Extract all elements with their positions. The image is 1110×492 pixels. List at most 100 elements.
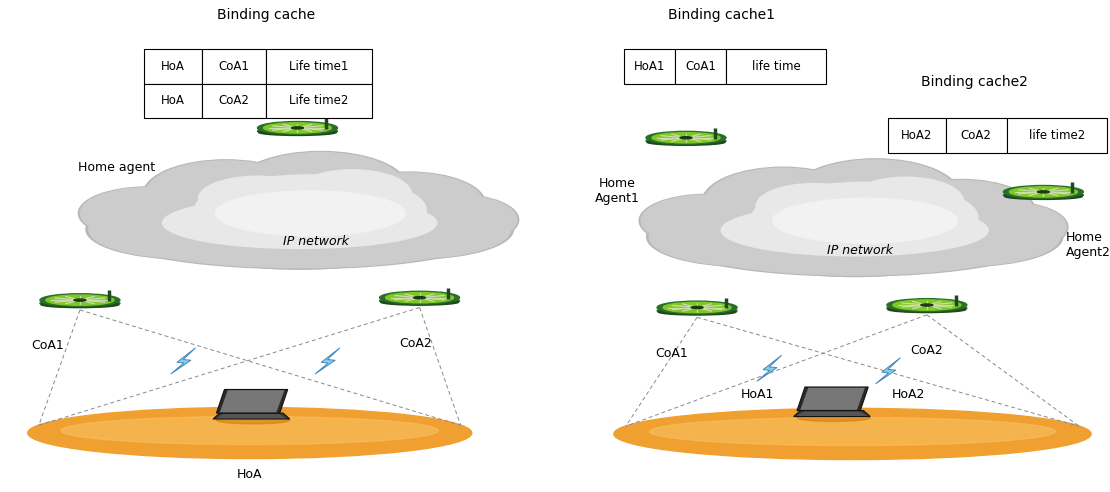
Ellipse shape xyxy=(28,407,472,459)
Ellipse shape xyxy=(199,176,316,221)
Bar xyxy=(1007,118,1107,153)
Ellipse shape xyxy=(663,303,731,312)
Ellipse shape xyxy=(85,200,282,259)
Ellipse shape xyxy=(142,165,458,268)
Bar xyxy=(266,84,372,118)
Ellipse shape xyxy=(670,205,1040,275)
Ellipse shape xyxy=(236,153,405,223)
Ellipse shape xyxy=(80,187,215,239)
Ellipse shape xyxy=(888,180,1036,243)
Text: Home
Agent1: Home Agent1 xyxy=(595,177,639,205)
Ellipse shape xyxy=(614,408,1091,460)
Ellipse shape xyxy=(145,161,306,227)
Text: Home
Agent2: Home Agent2 xyxy=(1066,231,1110,259)
Ellipse shape xyxy=(143,160,309,228)
Ellipse shape xyxy=(335,173,483,234)
Ellipse shape xyxy=(333,172,485,235)
Ellipse shape xyxy=(649,417,1056,446)
Bar xyxy=(202,84,266,118)
Ellipse shape xyxy=(652,133,720,143)
Ellipse shape xyxy=(793,160,957,230)
Ellipse shape xyxy=(215,191,405,236)
Polygon shape xyxy=(797,411,867,416)
Ellipse shape xyxy=(753,182,978,253)
Ellipse shape xyxy=(79,187,218,240)
Ellipse shape xyxy=(61,416,438,445)
Text: CoA1: CoA1 xyxy=(655,347,688,360)
Ellipse shape xyxy=(41,302,119,308)
Ellipse shape xyxy=(40,294,120,307)
Ellipse shape xyxy=(722,205,988,256)
Ellipse shape xyxy=(700,173,1009,275)
Polygon shape xyxy=(216,414,286,418)
Text: HoA2: HoA2 xyxy=(891,388,925,401)
Text: HoA: HoA xyxy=(161,94,185,107)
Bar xyxy=(144,49,202,84)
Polygon shape xyxy=(171,348,195,374)
Ellipse shape xyxy=(756,184,871,228)
Ellipse shape xyxy=(949,202,1068,252)
Bar xyxy=(266,49,372,84)
Polygon shape xyxy=(213,413,290,419)
Text: HoA1: HoA1 xyxy=(634,60,665,73)
Ellipse shape xyxy=(1003,185,1083,198)
Ellipse shape xyxy=(649,208,835,265)
Ellipse shape xyxy=(887,299,967,311)
Text: HoA: HoA xyxy=(161,60,185,73)
Bar xyxy=(144,84,202,118)
Ellipse shape xyxy=(380,291,460,304)
Ellipse shape xyxy=(892,300,961,310)
Polygon shape xyxy=(797,387,868,411)
Bar xyxy=(888,118,946,153)
Bar xyxy=(624,49,675,84)
Ellipse shape xyxy=(680,137,692,139)
Polygon shape xyxy=(315,348,340,374)
Text: CoA1: CoA1 xyxy=(31,339,64,352)
Ellipse shape xyxy=(1005,193,1082,199)
Ellipse shape xyxy=(921,304,932,306)
Ellipse shape xyxy=(703,167,864,236)
Text: life time: life time xyxy=(751,60,800,73)
Text: Binding cache: Binding cache xyxy=(218,8,315,22)
Ellipse shape xyxy=(321,201,511,258)
Ellipse shape xyxy=(263,123,332,133)
Text: Home agent: Home agent xyxy=(78,161,154,174)
Ellipse shape xyxy=(889,181,1033,242)
Ellipse shape xyxy=(658,309,736,315)
Ellipse shape xyxy=(163,197,437,248)
Text: Binding cache1: Binding cache1 xyxy=(668,8,775,22)
Bar xyxy=(726,49,826,84)
Polygon shape xyxy=(220,390,284,412)
Text: CoA1: CoA1 xyxy=(685,60,716,73)
Ellipse shape xyxy=(74,299,85,301)
Ellipse shape xyxy=(646,131,726,144)
Ellipse shape xyxy=(647,139,725,145)
Ellipse shape xyxy=(773,198,957,243)
Polygon shape xyxy=(794,411,870,417)
Ellipse shape xyxy=(790,159,960,231)
Ellipse shape xyxy=(692,307,703,308)
Ellipse shape xyxy=(646,137,726,145)
Ellipse shape xyxy=(317,200,514,259)
Ellipse shape xyxy=(380,297,460,305)
Polygon shape xyxy=(876,358,900,384)
Ellipse shape xyxy=(259,129,336,135)
Ellipse shape xyxy=(657,301,737,314)
Polygon shape xyxy=(800,388,865,410)
Bar xyxy=(675,49,726,84)
Ellipse shape xyxy=(888,307,966,312)
Ellipse shape xyxy=(1009,187,1078,197)
Polygon shape xyxy=(216,390,287,413)
Ellipse shape xyxy=(258,127,337,135)
Text: Life time2: Life time2 xyxy=(290,94,349,107)
Ellipse shape xyxy=(398,195,517,244)
Ellipse shape xyxy=(647,207,837,266)
Ellipse shape xyxy=(696,171,1013,277)
Bar xyxy=(946,118,1007,153)
Ellipse shape xyxy=(104,196,495,269)
Ellipse shape xyxy=(194,175,426,245)
Text: IP network: IP network xyxy=(283,235,350,247)
Text: IP network: IP network xyxy=(827,245,894,257)
Ellipse shape xyxy=(872,207,1062,266)
Ellipse shape xyxy=(385,293,454,303)
